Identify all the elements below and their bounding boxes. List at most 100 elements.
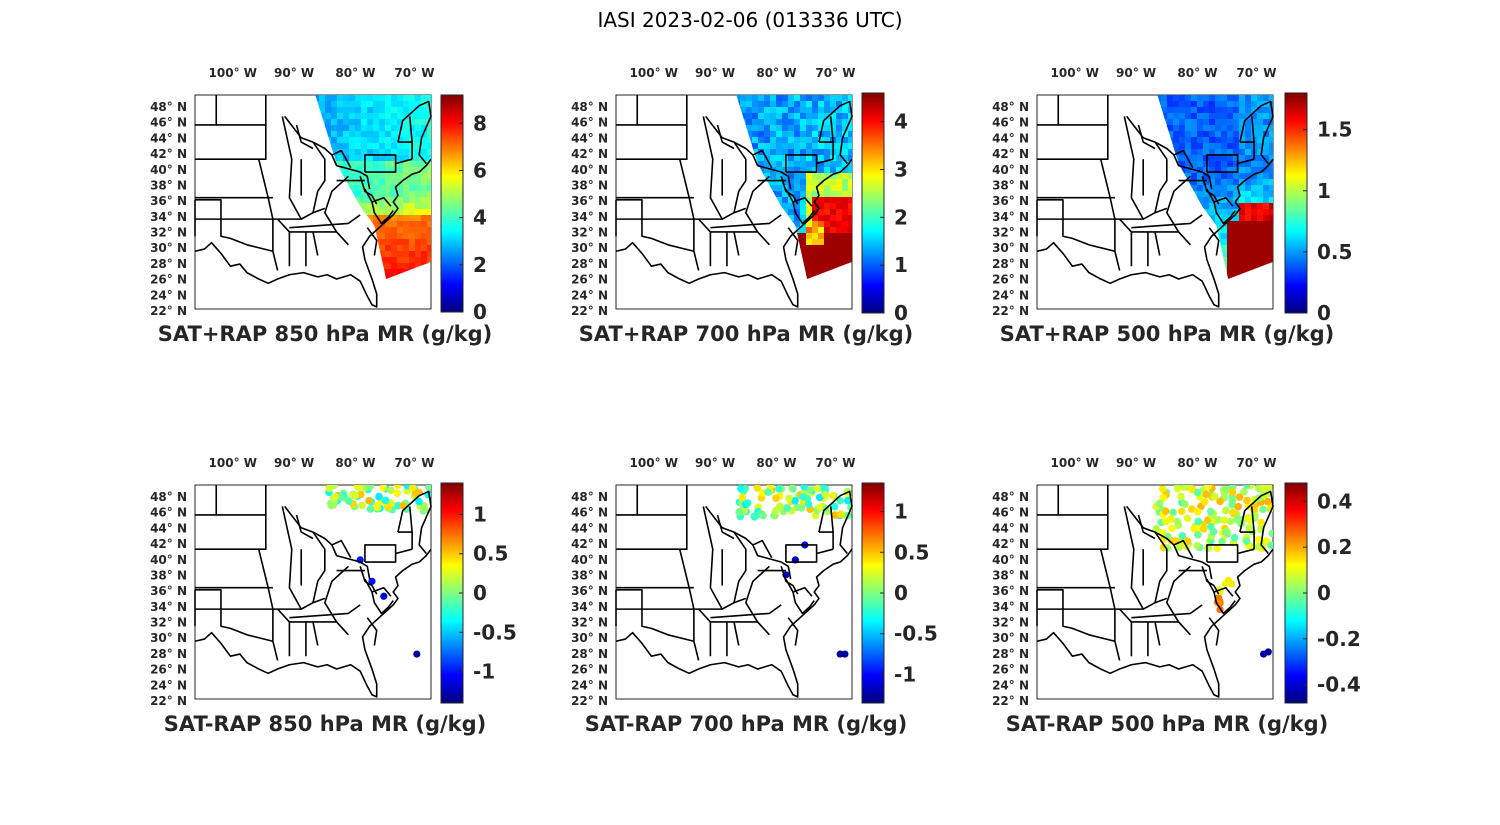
- state-boundary: [717, 515, 734, 539]
- swath-cell: [800, 233, 807, 240]
- swath-cell: [824, 125, 831, 132]
- swath-cell: [1215, 179, 1222, 186]
- latitude-tick-label: 48° N: [571, 490, 608, 504]
- swath-cell: [842, 257, 849, 264]
- swath-cell: [800, 257, 807, 264]
- data-point: [1187, 505, 1196, 513]
- swath-cell: [343, 107, 350, 114]
- swath-cell: [391, 173, 398, 180]
- swath-cell: [1197, 167, 1204, 174]
- swath-cell: [1233, 203, 1240, 210]
- state-boundary: [1261, 491, 1273, 553]
- swath-cell: [806, 191, 813, 198]
- swath-cell: [373, 125, 380, 132]
- swath-cell: [403, 203, 410, 210]
- swath-cell: [1203, 113, 1210, 120]
- data-point: [415, 497, 423, 506]
- swath-cell: [1263, 107, 1270, 114]
- swath-cell: [758, 95, 765, 102]
- swath-cell: [806, 167, 813, 174]
- swath-cell: [830, 95, 837, 102]
- swath-cell: [1233, 143, 1240, 150]
- data-point: [830, 502, 839, 511]
- swath-cell: [427, 149, 431, 156]
- swath-cell: [1191, 125, 1198, 132]
- state-boundary: [1037, 549, 1273, 697]
- swath-cell: [1221, 125, 1228, 132]
- state-boundary: [616, 485, 637, 515]
- latitude-tick-label: 38° N: [150, 568, 187, 582]
- swath-cell: [1215, 143, 1222, 150]
- swath-cell: [830, 197, 837, 204]
- swath-cell: [373, 119, 380, 126]
- swath-cell: [409, 263, 416, 270]
- swath-cell: [1239, 107, 1246, 114]
- colorbar-tick-label: 0: [894, 581, 908, 605]
- swath-cell: [752, 95, 759, 102]
- swath-cell: [1269, 179, 1273, 186]
- swath-cell: [415, 173, 422, 180]
- data-point: [1190, 524, 1198, 533]
- swath-cell: [403, 101, 410, 108]
- colorbar-tick-label: -0.2: [1317, 627, 1361, 651]
- data-point: [393, 485, 402, 489]
- swath-cell: [818, 269, 825, 276]
- latitude-tick-label: 38° N: [150, 178, 187, 192]
- swath-cell: [421, 233, 428, 240]
- colorbar-tick-label: -0.5: [473, 620, 517, 644]
- swath-cell: [1239, 263, 1246, 270]
- swath-cell: [818, 155, 825, 162]
- swath-cell: [848, 167, 852, 174]
- state-boundary: [616, 95, 637, 125]
- swath-cell: [1227, 203, 1234, 210]
- swath-cell: [403, 95, 410, 102]
- state-boundary: [1037, 515, 1108, 549]
- swath-cell: [367, 185, 374, 192]
- swath-cell: [1245, 209, 1252, 216]
- swath-cell: [391, 227, 398, 234]
- state-boundary: [1124, 116, 1143, 219]
- swath-cell: [812, 239, 819, 246]
- swath-cell: [1257, 119, 1264, 126]
- swath-cell: [391, 215, 398, 222]
- swath-cell: [842, 251, 849, 258]
- swath-cell: [800, 119, 807, 126]
- swath-cell: [1215, 203, 1222, 210]
- state-boundary: [786, 155, 817, 172]
- swath-cell: [824, 161, 831, 168]
- swath-cell: [1197, 179, 1204, 186]
- swath-cell: [794, 161, 801, 168]
- swath-cell: [836, 155, 843, 162]
- swath-cell: [836, 203, 843, 210]
- state-boundary: [1101, 549, 1115, 609]
- swath-cell: [788, 149, 795, 156]
- data-point: [1210, 492, 1219, 501]
- swath-cell: [794, 137, 801, 144]
- panels: 100° W 90° W 80° W 70° W48° N46° N44° N42° …: [150, 66, 1361, 736]
- swath-cell: [361, 203, 368, 210]
- swath-cell: [355, 191, 362, 198]
- swath-cell: [409, 197, 416, 204]
- colorbar-tick-label: 1: [894, 253, 908, 277]
- swath-cell: [1227, 113, 1234, 120]
- swath-cell: [343, 125, 350, 132]
- longitude-tick-label: 80° W: [1177, 456, 1217, 470]
- swath-cell: [1221, 191, 1228, 198]
- swath-cell: [776, 167, 783, 174]
- swath-cell: [842, 149, 849, 156]
- swath-cell: [824, 227, 831, 234]
- state-boundary: [1252, 116, 1254, 142]
- swath-cell: [1269, 257, 1273, 264]
- data-point: [1243, 514, 1252, 523]
- swath-cell: [1227, 155, 1234, 162]
- swath-cell: [824, 239, 831, 246]
- data-point: [829, 491, 837, 500]
- swath-cell: [319, 107, 326, 114]
- swath-cell: [806, 197, 813, 204]
- swath-cell: [1227, 179, 1234, 186]
- swath-cell: [403, 149, 410, 156]
- swath-cell: [379, 215, 386, 222]
- swath-cell: [836, 149, 843, 156]
- swath-cell: [830, 125, 837, 132]
- swath-cell: [1227, 269, 1234, 276]
